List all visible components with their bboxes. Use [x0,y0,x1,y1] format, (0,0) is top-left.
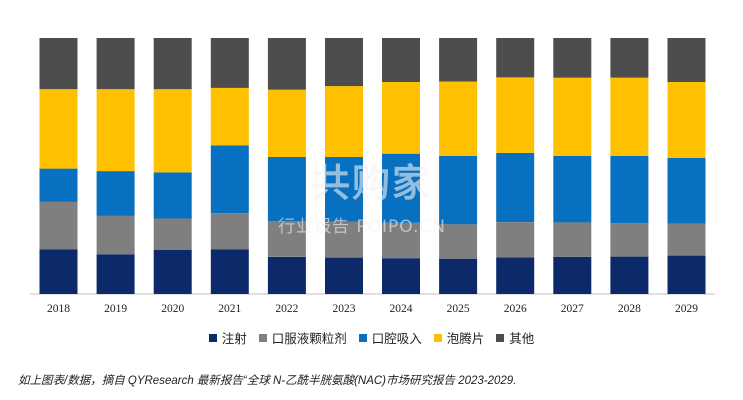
legend-swatch [433,333,442,342]
bar-segment-2028-4 [610,38,649,78]
legend-swatch [358,333,367,342]
bar-segment-2029-4 [667,38,706,82]
x-tick-label: 2028 [618,303,641,315]
legend-label: 泡腾片 [446,331,485,346]
bar-segment-2019-0 [96,254,135,294]
bar-segment-2019-4 [96,38,135,90]
bar-segment-2028-3 [610,77,649,156]
legend-label: 口腔吸入 [371,331,422,346]
bar-segment-2026-2 [496,152,535,222]
bar-segment-2020-3 [153,89,192,173]
bar-segment-2021-1 [210,213,249,250]
bar-segment-2024-4 [382,38,420,82]
legend-swatch [208,333,217,342]
bar-segment-2027-4 [553,38,592,78]
legend-item: 口腔吸入 [358,328,422,347]
bar-segment-2024-2 [382,153,420,223]
x-tick-label: 2024 [390,303,413,315]
stacked-bar-chart: 2018 2019 2020 2021 2022 2023 2024 2025 2026 2027… [30,38,715,315]
bar-segment-2028-0 [610,256,649,294]
bar-segment-2020-4 [153,38,192,90]
x-tick-label: 2022 [275,303,298,315]
bar-segment-2024-1 [382,222,420,259]
bar-segment-2026-0 [496,257,535,294]
x-tick-label: 2025 [447,303,470,315]
bar-segment-2023-3 [325,86,363,157]
legend-item: 泡腾片 [433,328,485,347]
legend-item: 其他 [496,328,534,347]
x-tick-label: 2023 [333,303,356,315]
chart-legend: 注射 口服液颗粒剂 口腔吸入 泡腾片 其他 [0,328,743,347]
legend-item: 注射 [208,328,247,347]
bar-segment-2022-2 [267,157,306,221]
bar-segment-2027-3 [553,77,592,156]
x-tick-label: 2027 [561,303,584,315]
bar-segment-2025-3 [439,81,478,156]
legend-label: 口服液颗粒剂 [271,331,347,346]
bar-segment-2027-0 [553,256,592,294]
bar-segment-2022-1 [267,221,306,257]
bar-segment-2023-0 [325,257,363,294]
bar-segment-2027-2 [553,155,592,223]
bar-segment-2025-4 [439,38,478,82]
bar-segment-2019-1 [96,215,135,255]
bar-segment-2029-2 [667,157,706,224]
bar-segment-2022-0 [267,256,306,294]
bar-segment-2018-0 [39,249,78,294]
bar-segment-2019-2 [96,171,135,216]
legend-swatch [496,333,505,342]
bar-segment-2023-1 [325,221,363,258]
bar-segment-2020-1 [153,218,192,250]
legend-item: 口服液颗粒剂 [258,328,347,347]
source-caption: 如上图表/数据，摘自 QYResearch 最新报告“全球 N-乙酰半胱氨酸(N… [18,375,517,387]
legend-label: 注射 [221,331,247,346]
legend-swatch [258,333,267,342]
bar-segment-2018-3 [39,89,78,169]
bar-segment-2027-1 [553,222,592,257]
bar-segment-2025-2 [439,155,478,225]
bar-segment-2029-0 [667,255,706,294]
bar-segment-2023-2 [325,157,363,222]
bar-segment-2026-1 [496,222,535,258]
bar-segment-2029-1 [667,223,706,256]
bar-segment-2026-3 [496,77,535,153]
bar-segment-2021-0 [210,249,249,294]
bar-segment-2028-1 [610,223,649,257]
bar-segment-2018-1 [39,201,78,250]
bar-segment-2021-2 [210,145,249,214]
x-tick-label: 2019 [104,303,127,315]
bar-segment-2018-4 [39,38,78,90]
bar-segment-2022-3 [267,89,306,157]
bar-segment-2021-4 [210,38,249,88]
bar-segment-2028-2 [610,156,649,224]
bar-segment-2022-4 [267,38,306,90]
x-tick-label: 2018 [47,303,70,315]
bar-segment-2024-0 [382,258,420,294]
bar-segment-2029-3 [667,82,706,158]
legend-label: 其他 [509,331,535,346]
bar-segment-2026-4 [496,38,535,78]
bar-segment-2018-2 [39,168,78,202]
bar-segment-2023-4 [325,38,363,87]
bar-segment-2025-0 [439,258,478,294]
bar-segment-2019-3 [96,89,135,172]
bar-segment-2025-1 [439,224,478,259]
bar-segment-2024-3 [382,82,420,154]
x-tick-label: 2021 [218,303,241,315]
x-tick-label: 2026 [504,303,527,315]
x-tick-label: 2029 [675,303,698,315]
bar-segment-2020-0 [153,250,192,294]
bar-segment-2020-2 [153,172,192,219]
bar-segment-2021-3 [210,87,249,146]
x-tick-label: 2020 [161,303,184,315]
